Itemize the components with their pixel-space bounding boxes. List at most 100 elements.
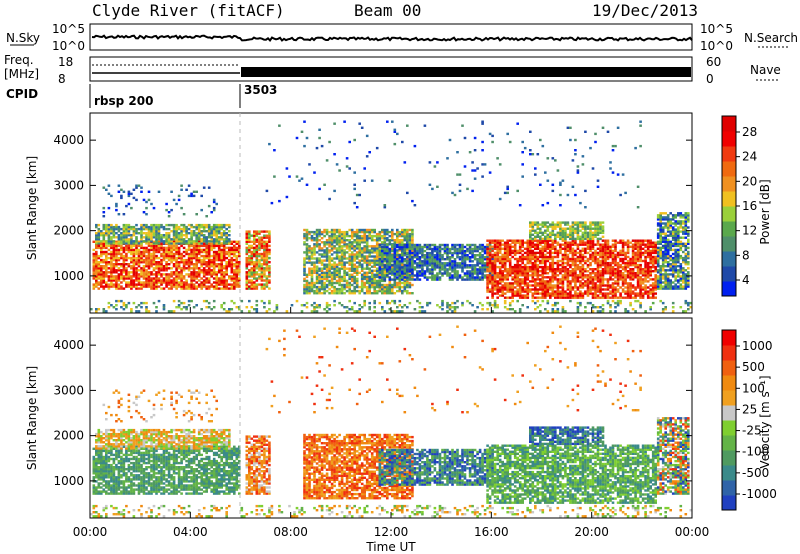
heatmap-cell (584, 292, 587, 295)
heatmap-cell (192, 232, 196, 235)
heatmap-cell (318, 267, 321, 270)
heatmap-cell (142, 261, 146, 264)
heatmap-cell (644, 239, 647, 242)
heatmap-cell (132, 252, 136, 256)
heatmap-cell (310, 279, 314, 283)
heatmap-cell (233, 275, 236, 278)
heatmap-cell (253, 271, 256, 274)
heatmap-cell (97, 281, 101, 284)
heatmap-cell (195, 244, 198, 248)
heatmap-cell (333, 265, 336, 268)
heatmap-cell (250, 281, 254, 284)
heatmap-cell (378, 269, 382, 272)
heatmap-cell (105, 283, 108, 286)
heatmap-cell (162, 281, 166, 284)
heatmap-cell (498, 286, 502, 289)
heatmap-cell (350, 247, 354, 250)
heatmap-cell (571, 263, 575, 267)
heatmap-cell (187, 242, 191, 245)
heatmap-cell (330, 283, 334, 287)
heatmap-cell (122, 236, 126, 239)
heatmap-cell (340, 285, 344, 289)
heatmap-cell (534, 247, 537, 250)
heatmap-cell (554, 284, 557, 287)
heatmap-cell (245, 234, 249, 237)
heatmap-cell (172, 256, 176, 260)
heatmap-cell (212, 256, 216, 260)
heatmap-cell (150, 287, 153, 290)
heatmap-cell (245, 248, 249, 252)
heatmap-cell (105, 242, 108, 245)
heatmap-cell (529, 245, 532, 248)
heatmap-cell (631, 243, 635, 246)
heatmap-cell (253, 230, 256, 233)
heatmap-cell (202, 236, 206, 239)
heatmap-cell (636, 276, 640, 279)
heatmap-cell (313, 283, 316, 287)
heatmap-cell (551, 255, 555, 259)
heatmap-cell (463, 245, 467, 249)
heatmap-cell (265, 258, 269, 262)
heatmap-cell (368, 234, 371, 238)
heatmap-cell (165, 285, 168, 288)
heatmap-cell (463, 251, 467, 255)
heatmap-cell (338, 249, 341, 252)
heatmap-cell (556, 284, 560, 287)
heatmap-cell (579, 261, 582, 265)
heatmap-cell (511, 268, 514, 271)
heatmap-cell (501, 265, 504, 269)
heatmap-cell (594, 292, 597, 295)
heatmap-cell (195, 248, 198, 252)
heatmap-cell (348, 277, 351, 281)
heatmap-cell (340, 279, 344, 283)
heatmap-cell (187, 287, 191, 290)
heatmap-cell (589, 263, 592, 267)
heatmap-cell (95, 252, 98, 256)
heatmap-cell (315, 228, 319, 232)
heatmap-cell (466, 276, 469, 279)
heatmap-cell (461, 247, 464, 251)
heatmap-cell (222, 242, 226, 245)
heatmap-cell (393, 278, 397, 281)
heatmap-cell (391, 228, 394, 232)
heatmap-cell (190, 256, 193, 260)
heatmap-cell (536, 288, 540, 291)
heatmap-cell (318, 247, 321, 250)
heatmap-cell (408, 264, 412, 267)
heatmap-cell (554, 276, 557, 279)
heatmap-cell (335, 269, 339, 272)
heatmap-cell (165, 248, 168, 252)
heatmap-cell (536, 296, 540, 299)
heatmap-cell (310, 273, 314, 276)
nsearch-tick-bottom: 10^0 (700, 39, 733, 53)
heatmap-cell (187, 256, 191, 260)
heatmap-cell (207, 240, 211, 243)
heatmap-cell (471, 272, 474, 275)
heatmap-cell (117, 283, 121, 286)
heatmap-cell (599, 276, 602, 279)
heatmap-cell (521, 270, 524, 273)
heatmap-cell (406, 285, 409, 289)
heatmap-cell (343, 271, 346, 274)
heatmap-cell (446, 274, 449, 277)
heatmap-cell (325, 285, 329, 289)
heatmap-cell (634, 261, 637, 265)
heatmap-cell (521, 282, 524, 285)
heatmap-cell (544, 280, 547, 283)
heatmap-cell (117, 234, 121, 237)
heatmap-cell (501, 255, 504, 259)
heatmap-cell (531, 274, 535, 277)
heatmap-cell (263, 279, 266, 282)
heatmap-cell (473, 243, 477, 247)
heatmap-cell (634, 294, 637, 297)
heatmap-cell (629, 274, 632, 277)
heatmap-cell (318, 232, 321, 236)
heatmap-cell (523, 278, 527, 281)
heatmap-cell (335, 257, 339, 260)
heatmap-cell (137, 250, 141, 254)
heatmap-cell (217, 271, 221, 274)
heatmap-cell (358, 239, 361, 242)
heatmap-cell (250, 283, 254, 286)
heatmap-cell (375, 279, 379, 283)
heatmap-cell (396, 245, 399, 249)
